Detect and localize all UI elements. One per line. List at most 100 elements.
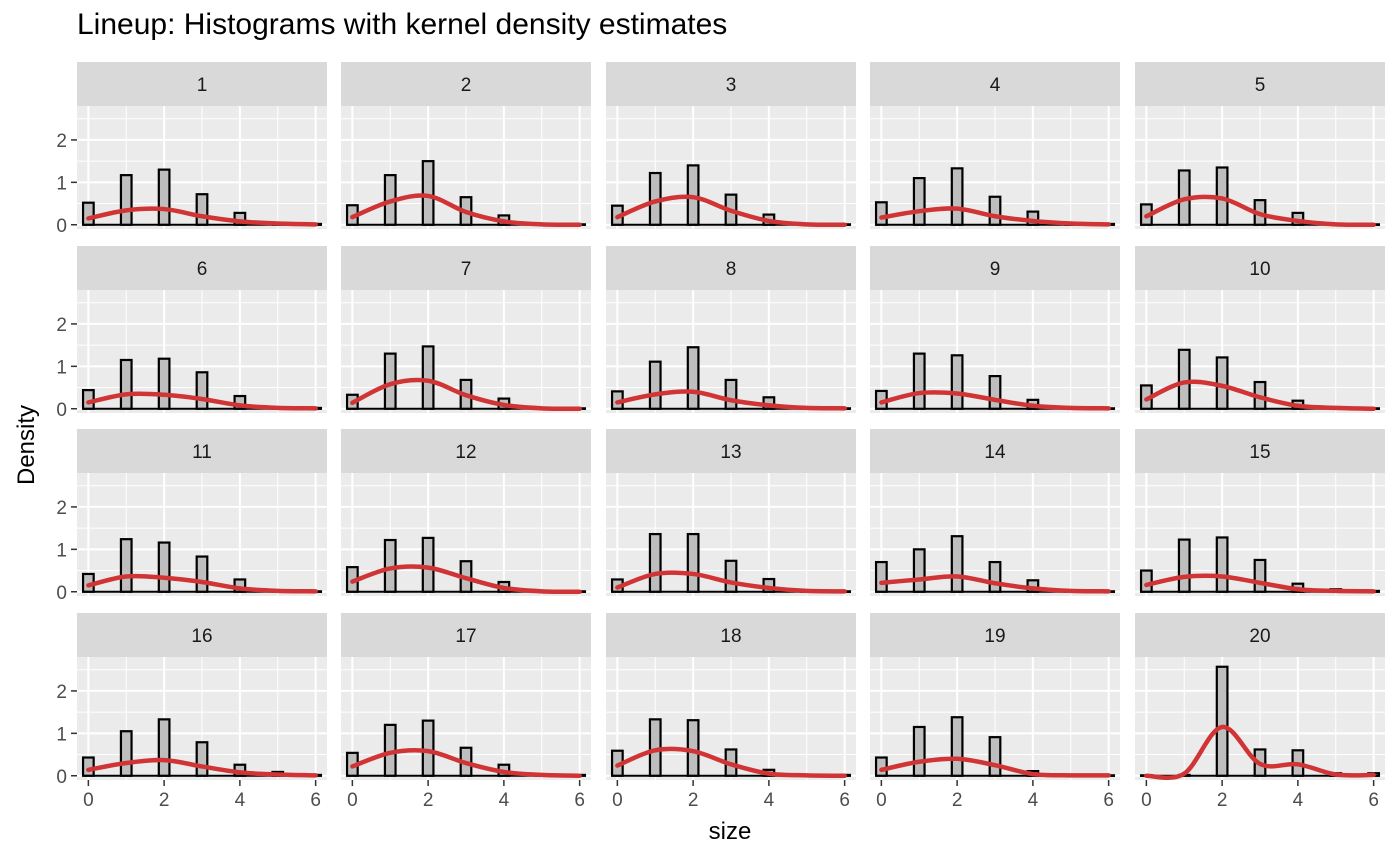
histogram-bar	[195, 555, 209, 593]
chart-title: Lineup: Histograms with kernel density e…	[77, 8, 728, 41]
x-tick-label: 0	[1141, 790, 1152, 811]
y-tick-label: 0	[56, 767, 67, 788]
x-tick-label: 4	[499, 790, 510, 811]
facet-strip	[341, 246, 591, 290]
histogram-bar	[421, 160, 435, 226]
y-tick-label: 1	[56, 173, 67, 194]
facet-strip	[341, 613, 591, 657]
histogram-bar	[724, 559, 738, 593]
facet-strip-label: 5	[1255, 75, 1266, 96]
histogram-bar	[119, 174, 133, 226]
x-tick-label: 4	[1028, 790, 1039, 811]
x-tick-label: 2	[688, 790, 699, 811]
density-curve	[1144, 379, 1376, 412]
histogram-bar	[950, 716, 964, 777]
density-curve	[350, 748, 582, 779]
y-tick-label: 1	[56, 724, 67, 745]
x-tick-label: 4	[235, 790, 246, 811]
x-tick-label: 2	[159, 790, 170, 811]
histogram-bar	[119, 358, 133, 410]
y-axis-title: Density	[13, 404, 40, 486]
x-tick-label: 2	[1217, 790, 1228, 811]
histogram-bar	[912, 725, 926, 777]
y-tick-label: 0	[56, 400, 67, 421]
histogram-bar	[648, 532, 662, 593]
density-curve	[1144, 573, 1376, 594]
x-tick-label: 2	[952, 790, 963, 811]
facet-strip	[870, 246, 1120, 290]
histogram-bar	[421, 536, 435, 593]
density-curve	[350, 193, 582, 228]
x-tick-label: 0	[612, 790, 623, 811]
facet-strip-label: 6	[197, 259, 208, 280]
y-tick-label: 0	[56, 583, 67, 604]
facet-strip-label: 15	[1249, 442, 1270, 463]
facet-strip-label: 4	[990, 75, 1001, 96]
histogram-bar	[912, 548, 926, 593]
histogram-bar	[950, 167, 964, 226]
facet-strip	[870, 62, 1120, 106]
facet-strip-label: 12	[455, 442, 476, 463]
facet-strip	[77, 246, 327, 290]
histogram-bar	[950, 354, 964, 410]
y-tick-label: 0	[56, 216, 67, 237]
y-tick-label: 1	[56, 357, 67, 378]
y-tick-label: 1	[56, 540, 67, 561]
facet-strip-label: 16	[191, 626, 212, 647]
density-curve	[615, 570, 847, 594]
density-curve	[86, 391, 318, 411]
facet-strip-label: 14	[984, 442, 1006, 463]
x-tick-label: 0	[876, 790, 887, 811]
histogram-bar	[157, 168, 171, 226]
facet-strip	[1135, 246, 1385, 290]
facet-strip	[77, 613, 327, 657]
facet-strip-label: 20	[1249, 626, 1270, 647]
facet-strip	[606, 429, 856, 473]
x-tick-label: 0	[83, 790, 94, 811]
histogram-bar	[988, 375, 1002, 410]
facet-strip-label: 19	[984, 626, 1005, 647]
facet-strip-label: 13	[720, 442, 741, 463]
histogram-bar	[950, 535, 964, 593]
histogram-bar	[81, 201, 95, 226]
density-curve	[615, 194, 847, 228]
facet-strip-label: 2	[461, 75, 472, 96]
density-curve	[615, 389, 847, 411]
facet-strip-label: 10	[1249, 259, 1270, 280]
facet-strip	[870, 429, 1120, 473]
facet-strip-label: 17	[455, 626, 476, 647]
facet-strip	[606, 62, 856, 106]
histogram-bar	[195, 371, 209, 410]
histogram-bar	[988, 195, 1002, 226]
histogram-bar	[724, 378, 738, 410]
y-tick-label: 2	[56, 131, 67, 152]
histogram-bar	[1139, 569, 1153, 593]
density-curve	[1144, 724, 1376, 781]
histogram-bar	[912, 177, 926, 226]
facet-strip-label: 8	[726, 259, 737, 280]
histogram-bar	[912, 352, 926, 410]
histogram-bar	[421, 719, 435, 777]
histogram-bar	[648, 360, 662, 410]
x-tick-label: 6	[839, 790, 850, 811]
density-curve	[879, 389, 1111, 411]
facet-strip-label: 18	[720, 626, 741, 647]
histogram-bar	[119, 538, 133, 593]
facet-strip-label: 11	[192, 442, 212, 463]
x-tick-label: 6	[310, 790, 321, 811]
x-tick-label: 4	[1293, 790, 1304, 811]
histogram-bar	[988, 560, 1002, 593]
histogram-bar	[1177, 348, 1191, 410]
x-tick-label: 2	[423, 790, 434, 811]
x-tick-label: 6	[574, 790, 585, 811]
facet-strip-label: 1	[197, 75, 208, 96]
density-curve	[879, 756, 1111, 778]
facet-strip	[341, 62, 591, 106]
histogram-bar	[1177, 538, 1191, 593]
facet-strip-label: 9	[990, 259, 1001, 280]
y-tick-label: 2	[56, 315, 67, 336]
x-tick-label: 0	[347, 790, 358, 811]
histogram-bar	[686, 346, 700, 410]
